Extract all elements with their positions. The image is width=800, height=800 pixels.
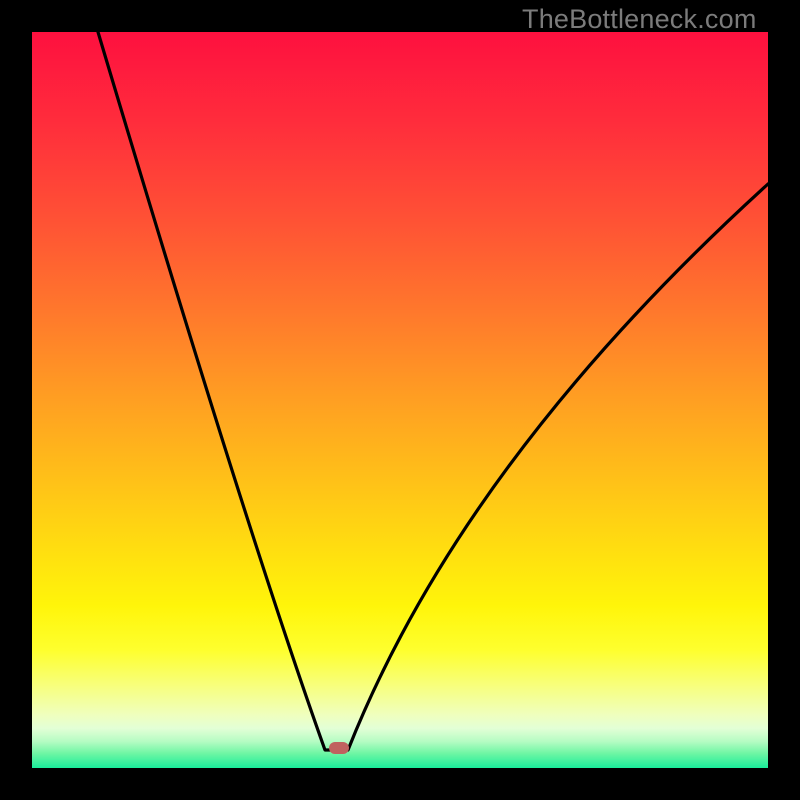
bottleneck-curve — [32, 32, 768, 768]
chart-frame: TheBottleneck.com — [0, 0, 800, 800]
watermark-text: TheBottleneck.com — [522, 4, 757, 35]
optimum-marker — [329, 742, 349, 754]
plot-area — [32, 32, 768, 768]
